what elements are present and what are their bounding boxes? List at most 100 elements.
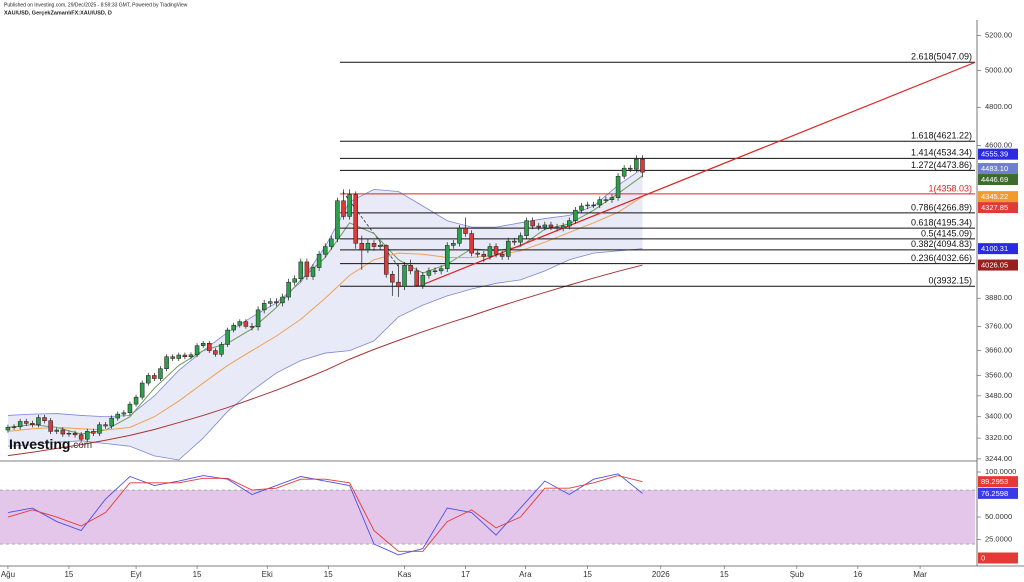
candle-body — [42, 417, 47, 421]
candle-body — [127, 403, 133, 414]
candle-body — [207, 343, 212, 351]
x-tick-label: Mar — [913, 570, 927, 579]
x-tick-label: 15 — [193, 570, 202, 579]
price-tag-label: 4100.31 — [981, 244, 1008, 253]
candle-body — [432, 270, 438, 272]
price-tag-label: 4026.05 — [981, 261, 1008, 270]
candle-body — [481, 253, 487, 257]
x-tick-label: 15 — [64, 570, 73, 579]
plot-layer: 5200.00 5000.00 4800.00 4600.00 3880.00 3760.… — [0, 30, 1018, 579]
fib-label: 1.272(4473.86) — [911, 160, 972, 170]
stoch-line — [7, 473, 643, 556]
candle-body — [200, 343, 206, 346]
price-tag — [978, 174, 1018, 186]
price-tag-label: 76.2598 — [981, 489, 1008, 498]
candle-body — [188, 354, 194, 358]
candle-body — [91, 431, 96, 434]
fib-label: 0.236(4032.66) — [911, 253, 972, 263]
x-tick-label: 15 — [324, 570, 333, 579]
candle-body — [548, 224, 554, 228]
candle-body — [54, 429, 59, 432]
fib-label: 2.618(5047.09) — [911, 52, 972, 62]
candle-body — [121, 412, 127, 415]
candle-body — [11, 426, 17, 428]
y-tick-label: 25.0000 — [985, 535, 1012, 544]
x-tick-label: 15 — [720, 570, 729, 579]
candle-body — [152, 375, 157, 379]
candle-body — [444, 245, 450, 269]
x-tick-label: 16 — [853, 570, 862, 579]
candle-body — [438, 268, 444, 272]
price-tag — [978, 487, 1018, 499]
candle-body — [213, 350, 218, 355]
candle-body — [420, 275, 426, 286]
candle-body — [286, 281, 291, 298]
price-tag-label: 4483.10 — [981, 164, 1008, 173]
y-tick-label: 3760.00 — [985, 321, 1012, 330]
band-lower — [7, 248, 643, 461]
candle-body — [103, 424, 108, 427]
price-tag-label: 4345.22 — [981, 192, 1008, 201]
candle-body — [274, 301, 279, 304]
candle-body — [261, 303, 267, 311]
candle-body — [194, 345, 200, 356]
candle-body — [512, 240, 517, 243]
candle-body — [5, 427, 11, 431]
price-tag — [978, 191, 1018, 203]
candle-body — [164, 356, 169, 369]
candle-body — [396, 281, 401, 287]
fib-label: 0.382(4094.83) — [911, 239, 972, 249]
candle-body — [158, 368, 163, 379]
price-tag — [978, 148, 1018, 160]
candle-body — [390, 273, 395, 283]
y-tick-label: 3244.00 — [985, 454, 1012, 463]
candle-body — [426, 270, 432, 276]
candle-body — [597, 199, 603, 206]
candle-body — [505, 240, 511, 257]
candle-body — [292, 278, 297, 283]
y-tick-label: 3320.00 — [985, 433, 1012, 442]
subtitle: Published on Investing.com, 29/Dec/2025 … — [4, 2, 188, 8]
candle-body — [475, 252, 480, 255]
fib-label: 1(4358.03) — [928, 183, 972, 193]
x-tick-label: Eyl — [130, 570, 141, 579]
price-tag-label: 4555.39 — [981, 150, 1008, 159]
candle-body — [457, 227, 462, 244]
candle-body — [451, 243, 456, 246]
logo-main: Investing — [9, 436, 70, 452]
candle-body — [182, 354, 188, 358]
candle-body — [341, 200, 346, 217]
price-tag-label: 4446.69 — [981, 175, 1008, 184]
price-tag — [978, 476, 1018, 488]
candle-body — [219, 344, 224, 355]
y-tick-label: 5000.00 — [985, 66, 1012, 75]
price-tag — [978, 163, 1018, 175]
y-tick-label: 50.0000 — [985, 512, 1012, 521]
y-tick-label: 100.0000 — [985, 467, 1016, 476]
trend-line — [419, 61, 976, 287]
candle-body — [579, 205, 584, 211]
y-tick-label: 4800.00 — [985, 102, 1012, 111]
candle-body — [335, 200, 340, 240]
y-tick-label: 3400.00 — [985, 412, 1012, 421]
candle-body — [469, 233, 474, 254]
candle-body — [139, 382, 145, 398]
candle-body — [115, 413, 121, 419]
candle-body — [371, 243, 377, 247]
candle-body — [524, 220, 529, 236]
x-tick-label: 2026 — [652, 570, 670, 579]
x-tick-label: Eki — [262, 570, 273, 579]
candle-body — [365, 243, 371, 251]
price-tag — [978, 202, 1018, 214]
price-tag-label: 4327.85 — [981, 203, 1008, 212]
fib-label: 1.618(4621.22) — [911, 131, 972, 141]
candle-body — [536, 225, 542, 228]
candle-body — [243, 321, 249, 327]
price-tag — [978, 243, 1018, 255]
x-tick-label: Ağu — [1, 570, 15, 579]
candle-body — [36, 417, 41, 425]
candle-body — [97, 424, 102, 434]
candle-body — [249, 326, 255, 328]
